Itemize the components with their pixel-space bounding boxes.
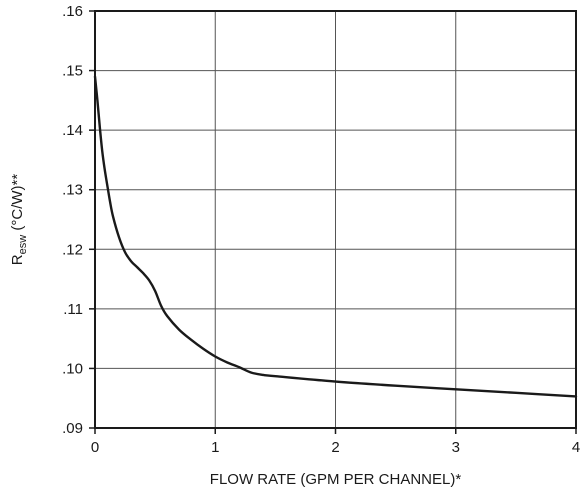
grid-lines	[95, 11, 576, 428]
x-tick-label: 3	[452, 439, 460, 456]
y-axis-label: Resw (°C/W)**	[9, 174, 29, 266]
x-tick-label: 4	[572, 439, 580, 456]
y-tick-label: .14	[62, 122, 83, 139]
y-tick-label: .09	[62, 420, 83, 437]
x-axis-label: FLOW RATE (GPM PER CHANNEL)*	[210, 471, 462, 488]
y-tick-labels: .09 .10 .11 .12 .13 .14 .15 .16	[62, 3, 95, 437]
x-tick-label: 2	[331, 439, 339, 456]
x-tick-label: 0	[91, 439, 99, 456]
y-axis-label-units: (°C/W)**	[9, 174, 26, 235]
y-tick-label: .11	[63, 301, 83, 318]
y-axis-label-main: R	[9, 254, 26, 265]
series-line	[93, 75, 578, 398]
y-axis-label-subscript: esw	[17, 235, 29, 255]
y-tick-label: .12	[62, 241, 83, 258]
x-tick-label: 1	[211, 439, 219, 456]
y-tick-label: .15	[62, 63, 83, 80]
x-tick-labels: 0 1 2 3 4	[91, 428, 580, 456]
y-tick-label: .16	[62, 3, 83, 20]
y-tick-label: .13	[62, 182, 83, 199]
y-tick-label: .10	[62, 360, 83, 377]
